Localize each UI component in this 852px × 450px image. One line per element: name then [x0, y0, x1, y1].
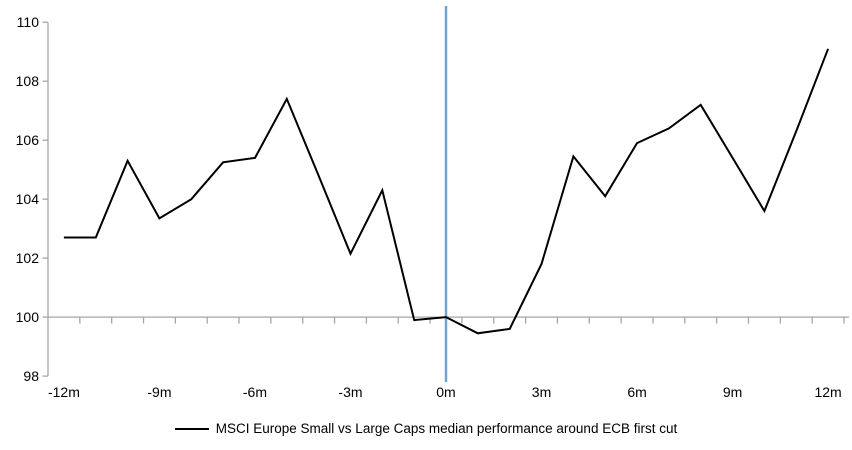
x-axis-tick-label: -6m	[243, 384, 267, 400]
x-axis-tick-label: 6m	[627, 384, 646, 400]
x-axis-tick-label: -12m	[48, 384, 80, 400]
chart-legend: MSCI Europe Small vs Large Caps median p…	[0, 421, 852, 436]
legend-label: MSCI Europe Small vs Large Caps median p…	[215, 421, 678, 436]
series-line	[63, 48, 830, 335]
y-axis-tick-label: 108	[16, 73, 40, 89]
legend-line-swatch	[174, 427, 209, 430]
x-axis-tick-label: -3m	[338, 384, 362, 400]
y-axis-tick-label: 100	[16, 309, 40, 325]
x-axis-tick-label: -9m	[147, 384, 171, 400]
y-axis-tick-label: 98	[23, 368, 39, 384]
y-axis-tick-label: 102	[16, 250, 40, 266]
line-chart-canvas: 98 100 102 104 106 108 110 -12m -9m -6m -3m 0m 3m 6m 9…	[16, 6, 849, 400]
x-axis-tick-label: 9m	[723, 384, 742, 400]
x-axis-tick-label: 12m	[814, 384, 841, 400]
y-axis-tick-label: 106	[16, 132, 40, 148]
x-axis-tick-label: 3m	[532, 384, 551, 400]
x-axis-tick-label: 0m	[436, 384, 455, 400]
y-axis-tick-label: 110	[17, 14, 40, 30]
y-axis-tick-label: 104	[16, 191, 40, 207]
